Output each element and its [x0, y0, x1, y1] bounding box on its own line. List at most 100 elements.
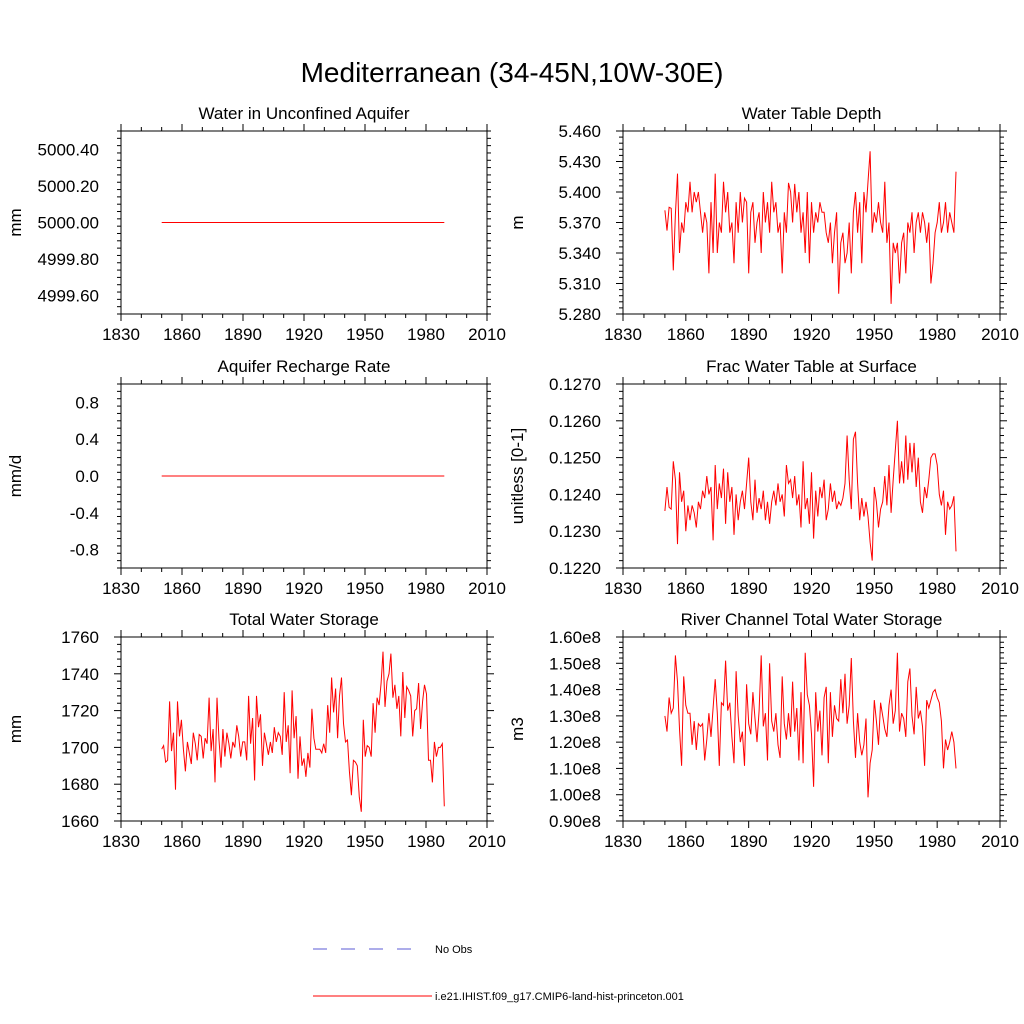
- y-tick-label: 5000.20: [38, 177, 99, 196]
- y-tick-label: 1660: [61, 812, 99, 831]
- y-tick-label: 1720: [61, 702, 99, 721]
- y-tick-label: 0.1260: [549, 412, 601, 431]
- x-tick-label: 1920: [285, 579, 323, 598]
- y-tick-label: 5.280: [558, 305, 601, 324]
- y-tick-label: 5.370: [558, 214, 601, 233]
- chart-title: Frac Water Table at Surface: [706, 357, 917, 376]
- series-line-1: [664, 652, 957, 798]
- x-tick-label: 1980: [918, 832, 956, 851]
- x-tick-label: 1860: [667, 579, 705, 598]
- chart-panel-3: Aquifer Recharge Rate mm/d 1830 1860 1890 192…: [6, 357, 506, 598]
- x-tick-label: 1980: [407, 325, 445, 344]
- y-tick-label: 5.460: [558, 122, 601, 141]
- y-axis-label: mm: [6, 715, 25, 743]
- x-tick-label: 1830: [604, 579, 642, 598]
- x-tick-label: 1890: [224, 325, 262, 344]
- series-line-1: [664, 420, 957, 561]
- y-axis-label: mm: [6, 208, 25, 236]
- x-tick-label: 1860: [163, 325, 201, 344]
- x-tick-label: 1860: [163, 579, 201, 598]
- chart-panel-1: Water in Unconfined Aquifer mm 1830 1860 189…: [6, 104, 506, 344]
- chart-title: River Channel Total Water Storage: [681, 610, 943, 629]
- x-tick-label: 1950: [346, 832, 384, 851]
- y-tick-label: 0.1230: [549, 522, 601, 541]
- y-tick-label: 1.30e8: [549, 707, 601, 726]
- y-tick-label: 5.400: [558, 183, 601, 202]
- plot-frame: [120, 636, 488, 822]
- chart-panel-2: Water Table Depth m 1830 1860 1890 1920 1950 19…: [508, 104, 1019, 344]
- y-tick-label: 1.00e8: [549, 786, 601, 805]
- chart-panel-5: Total Water Storage mm 1830 1860 1890 1920 195…: [6, 610, 506, 851]
- x-tick-label: 1950: [346, 579, 384, 598]
- chart-panels: Water in Unconfined Aquifer mm 1830 1860 189…: [6, 104, 1019, 851]
- x-tick-label: 1980: [918, 325, 956, 344]
- y-axis-label: m: [508, 215, 527, 229]
- y-tick-label: 5000.40: [38, 140, 99, 159]
- x-tick-label: 1950: [346, 325, 384, 344]
- x-tick-label: 1980: [918, 579, 956, 598]
- x-tick-label: 1920: [793, 832, 831, 851]
- series-line-1: [161, 651, 445, 812]
- y-tick-label: 1740: [61, 665, 99, 684]
- x-tick-label: 2010: [981, 832, 1019, 851]
- y-tick-label: 1700: [61, 738, 99, 757]
- x-tick-label: 2010: [468, 325, 506, 344]
- y-tick-label: 0.0: [75, 467, 99, 486]
- x-tick-label: 1920: [793, 579, 831, 598]
- y-tick-label: 1.20e8: [549, 733, 601, 752]
- y-tick-label: 1.60e8: [549, 628, 601, 647]
- chart-title: Aquifer Recharge Rate: [218, 357, 391, 376]
- x-tick-label: 1890: [224, 832, 262, 851]
- x-tick-label: 1860: [667, 832, 705, 851]
- y-tick-label: 0.90e8: [549, 812, 601, 831]
- y-tick-label: 0.1270: [549, 375, 601, 394]
- x-tick-label: 1860: [667, 325, 705, 344]
- chart-panel-4: Frac Water Table at Surface unitless [0-1…: [508, 357, 1019, 598]
- x-tick-label: 1890: [224, 579, 262, 598]
- figure-title: Mediterranean (34-45N,10W-30E): [301, 57, 724, 88]
- legend-label-model: i.e21.IHIST.f09_g17.CMIP6-land-hist-prin…: [435, 991, 684, 1003]
- y-tick-label: 0.1250: [549, 449, 601, 468]
- y-tick-label: 1760: [61, 628, 99, 647]
- x-tick-label: 2010: [468, 579, 506, 598]
- chart-panel-6: River Channel Total Water Storage m3 1830 1…: [508, 610, 1019, 851]
- y-tick-label: 5.310: [558, 275, 601, 294]
- x-tick-label: 1830: [102, 832, 140, 851]
- x-tick-label: 1920: [285, 325, 323, 344]
- chart-title: Water Table Depth: [742, 104, 882, 123]
- y-tick-label: 1.40e8: [549, 681, 601, 700]
- y-tick-label: 5000.00: [38, 214, 99, 233]
- y-tick-label: -0.8: [70, 541, 99, 560]
- y-tick-label: 5.430: [558, 153, 601, 172]
- chart-title: Water in Unconfined Aquifer: [198, 104, 409, 123]
- x-tick-label: 1830: [604, 325, 642, 344]
- y-tick-label: 0.1220: [549, 559, 601, 578]
- y-tick-label: 0.8: [75, 393, 99, 412]
- y-tick-label: -0.4: [70, 504, 99, 523]
- x-tick-label: 1980: [407, 579, 445, 598]
- x-tick-label: 2010: [981, 579, 1019, 598]
- x-tick-label: 1890: [730, 325, 768, 344]
- y-tick-label: 4999.80: [38, 250, 99, 269]
- series-line-1: [664, 151, 957, 304]
- y-tick-label: 1.10e8: [549, 759, 601, 778]
- x-tick-label: 1890: [730, 832, 768, 851]
- x-tick-label: 1830: [604, 832, 642, 851]
- y-tick-label: 1680: [61, 775, 99, 794]
- x-tick-label: 1830: [102, 579, 140, 598]
- x-tick-label: 1830: [102, 325, 140, 344]
- x-tick-label: 1980: [407, 832, 445, 851]
- y-axis-label: mm/d: [6, 455, 25, 498]
- x-tick-label: 1950: [855, 579, 893, 598]
- y-axis-label: m3: [508, 717, 527, 741]
- x-tick-label: 1950: [855, 832, 893, 851]
- y-axis-label: unitless [0-1]: [508, 428, 527, 524]
- x-tick-label: 1920: [793, 325, 831, 344]
- x-tick-label: 1890: [730, 579, 768, 598]
- x-tick-label: 1860: [163, 832, 201, 851]
- y-tick-label: 4999.60: [38, 287, 99, 306]
- y-tick-label: 0.4: [75, 430, 99, 449]
- x-tick-label: 1950: [855, 325, 893, 344]
- legend: No Obs i.e21.IHIST.f09_g17.CMIP6-land-hi…: [313, 944, 684, 1003]
